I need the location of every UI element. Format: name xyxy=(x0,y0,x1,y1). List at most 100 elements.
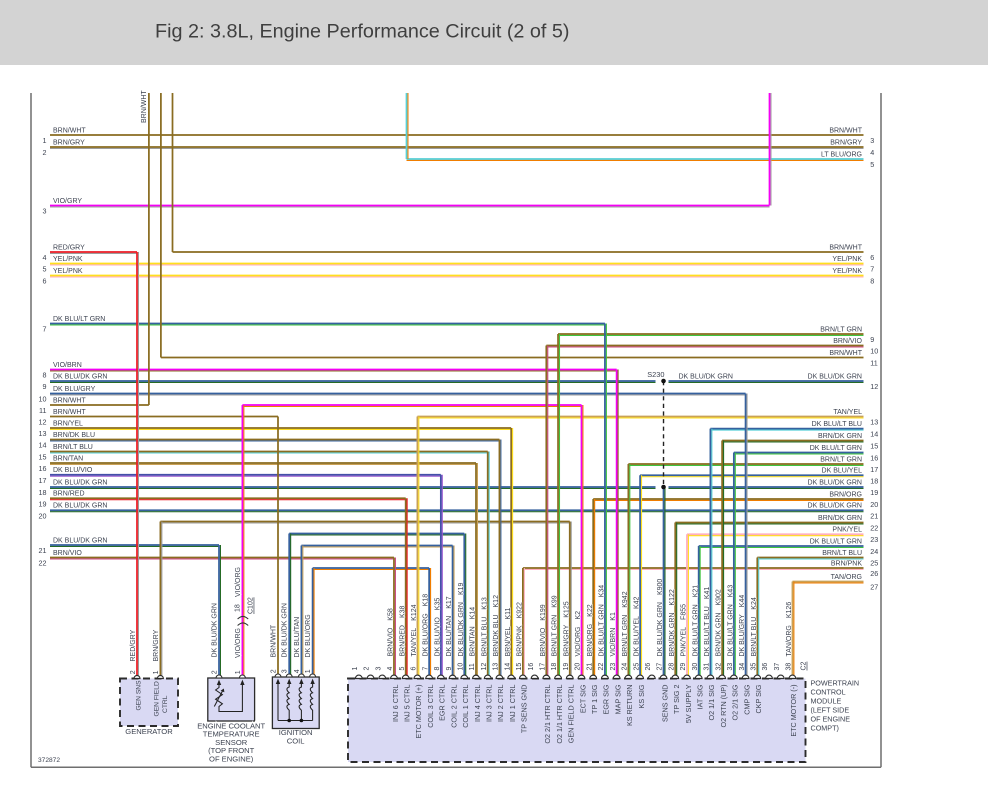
svg-text:BRN/WHT: BRN/WHT xyxy=(270,624,277,657)
svg-text:BRN/LT BLU: BRN/LT BLU xyxy=(53,444,93,451)
svg-text:DK BLU/DK GRN: DK BLU/DK GRN xyxy=(53,537,107,544)
svg-text:18: 18 xyxy=(870,476,878,485)
svg-text:DK BLU/LT GRN: DK BLU/LT GRN xyxy=(810,445,862,452)
svg-text:6: 6 xyxy=(870,253,874,262)
svg-text:35: 35 xyxy=(750,663,757,671)
svg-text:21: 21 xyxy=(586,663,593,671)
svg-text:23: 23 xyxy=(870,535,878,544)
svg-text:20: 20 xyxy=(870,500,878,509)
svg-text:BRN/GRY: BRN/GRY xyxy=(153,629,160,661)
svg-text:BRN/GRY K125: BRN/GRY K125 xyxy=(563,601,570,656)
svg-text:(LEFT SIDE: (LEFT SIDE xyxy=(811,706,850,715)
svg-text:32: 32 xyxy=(715,663,722,671)
svg-text:BRN/GRY: BRN/GRY xyxy=(830,139,862,146)
svg-text:YEL/PNK: YEL/PNK xyxy=(53,268,83,275)
svg-text:OF ENGINE): OF ENGINE) xyxy=(209,755,254,764)
svg-text:BRN/VIO K58: BRN/VIO K58 xyxy=(388,608,395,656)
svg-text:3: 3 xyxy=(375,667,382,671)
svg-text:EGR SIG: EGR SIG xyxy=(602,684,611,714)
svg-text:DK BLU/DK GRN: DK BLU/DK GRN xyxy=(808,373,862,380)
svg-text:YEL/PNK: YEL/PNK xyxy=(832,268,862,275)
svg-text:DK BLU/LT GRN: DK BLU/LT GRN xyxy=(810,538,862,545)
svg-text:CONTROL: CONTROL xyxy=(811,688,846,697)
svg-text:2: 2 xyxy=(130,670,137,674)
svg-text:8: 8 xyxy=(434,667,441,671)
svg-text:BRN/TAN: BRN/TAN xyxy=(53,455,83,462)
svg-text:1: 1 xyxy=(305,669,312,673)
svg-text:RED/GRY: RED/GRY xyxy=(53,244,85,251)
svg-text:VIO/BRN: VIO/BRN xyxy=(53,362,82,369)
svg-text:3: 3 xyxy=(282,669,289,673)
svg-text:20: 20 xyxy=(39,511,47,520)
svg-text:9: 9 xyxy=(43,382,47,391)
svg-text:22: 22 xyxy=(870,524,878,533)
svg-text:DK BLU/GRY: DK BLU/GRY xyxy=(53,386,96,393)
svg-text:DK BLU/DK GRN: DK BLU/DK GRN xyxy=(282,603,289,657)
svg-text:INJ 6 CTRL: INJ 6 CTRL xyxy=(391,685,400,723)
svg-text:18: 18 xyxy=(39,488,47,497)
svg-text:BRN/YEL K11: BRN/YEL K11 xyxy=(505,608,512,657)
svg-text:36: 36 xyxy=(762,663,769,671)
svg-text:13: 13 xyxy=(493,663,500,671)
svg-text:9: 9 xyxy=(870,335,874,344)
svg-text:BRN/VIO K199: BRN/VIO K199 xyxy=(540,604,547,656)
svg-text:6: 6 xyxy=(43,277,47,286)
svg-text:12: 12 xyxy=(481,663,488,671)
svg-text:O2 RTN (UP): O2 RTN (UP) xyxy=(719,685,728,728)
svg-text:BRN/VIO: BRN/VIO xyxy=(53,550,82,557)
svg-text:34: 34 xyxy=(739,663,746,671)
svg-text:SENS GND: SENS GND xyxy=(660,685,669,723)
svg-text:DK BLU/LT GRN K21: DK BLU/LT GRN K21 xyxy=(692,585,699,657)
svg-text:2: 2 xyxy=(364,667,371,671)
svg-text:18: 18 xyxy=(235,604,242,612)
svg-text:21: 21 xyxy=(870,511,878,520)
svg-text:1: 1 xyxy=(235,670,242,674)
svg-text:DK BLU/DK GRN K900: DK BLU/DK GRN K900 xyxy=(657,579,664,657)
svg-text:1: 1 xyxy=(153,670,160,674)
svg-text:15: 15 xyxy=(39,453,47,462)
svg-text:5: 5 xyxy=(43,265,47,274)
svg-text:DK BLU/GRY K44: DK BLU/GRY K44 xyxy=(739,595,746,657)
svg-text:30: 30 xyxy=(692,663,699,671)
svg-text:372872: 372872 xyxy=(38,757,60,764)
svg-text:GENERATOR: GENERATOR xyxy=(125,727,173,736)
svg-text:TAN/YEL: TAN/YEL xyxy=(833,409,862,416)
svg-text:BRN/RED K38: BRN/RED K38 xyxy=(399,605,406,656)
svg-text:LT BLU/ORG: LT BLU/ORG xyxy=(821,151,862,158)
svg-text:DK BLU/YEL: DK BLU/YEL xyxy=(822,468,863,475)
svg-text:TAN/YEL K124: TAN/YEL K124 xyxy=(411,604,418,656)
svg-text:3: 3 xyxy=(870,136,874,145)
svg-text:19: 19 xyxy=(39,499,47,508)
svg-text:16: 16 xyxy=(39,464,47,473)
svg-text:2: 2 xyxy=(211,670,218,674)
svg-text:23: 23 xyxy=(610,663,617,671)
svg-text:BRN/LT BLU K24: BRN/LT BLU K24 xyxy=(751,597,758,656)
svg-text:COIL 2 CTRL: COIL 2 CTRL xyxy=(449,685,458,728)
svg-text:DK BLU/TAN K17: DK BLU/TAN K17 xyxy=(446,596,453,656)
svg-text:24: 24 xyxy=(622,663,629,671)
svg-text:VIO/GRY: VIO/GRY xyxy=(53,198,82,205)
svg-text:14: 14 xyxy=(504,663,511,671)
svg-text:TP 1 SIG: TP 1 SIG xyxy=(590,684,599,714)
svg-text:S230: S230 xyxy=(647,370,664,379)
svg-text:TEMPERATURE: TEMPERATURE xyxy=(203,730,260,739)
svg-text:BRN/WHT: BRN/WHT xyxy=(829,127,862,134)
svg-text:27: 27 xyxy=(657,663,664,671)
svg-text:28: 28 xyxy=(668,663,675,671)
svg-text:INJ 3 CTRL: INJ 3 CTRL xyxy=(485,685,494,723)
svg-text:38: 38 xyxy=(786,663,793,671)
svg-text:9: 9 xyxy=(446,667,453,671)
svg-text:7: 7 xyxy=(422,667,429,671)
svg-text:COIL 3 CTRL: COIL 3 CTRL xyxy=(426,685,435,728)
svg-text:VIO/ORG: VIO/ORG xyxy=(235,628,242,658)
svg-text:1: 1 xyxy=(352,667,359,671)
svg-text:BRN/WHT: BRN/WHT xyxy=(53,397,86,404)
svg-text:17: 17 xyxy=(39,476,47,485)
svg-text:5: 5 xyxy=(399,667,406,671)
svg-text:21: 21 xyxy=(39,546,47,555)
svg-text:13: 13 xyxy=(39,429,47,438)
svg-text:17: 17 xyxy=(870,465,878,474)
svg-text:BRN/TAN K14: BRN/TAN K14 xyxy=(470,607,477,657)
svg-text:22: 22 xyxy=(39,559,47,568)
svg-text:DK BLU/LT BLU: DK BLU/LT BLU xyxy=(812,421,862,428)
